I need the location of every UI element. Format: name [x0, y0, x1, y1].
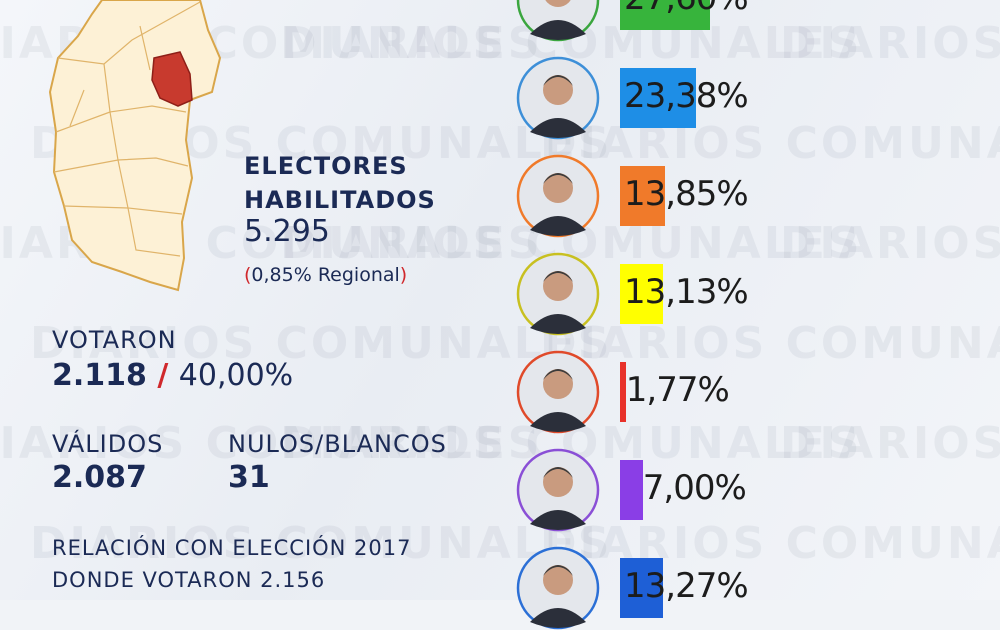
result-bar [620, 166, 665, 226]
nulos-label: NULOS/BLANCOS [228, 430, 447, 458]
result-label: 27,60% [624, 0, 749, 18]
watermark-text: DIARIOS COMUNALES [540, 318, 1000, 369]
watermark-text: DIARIOS COMUNALES [780, 418, 1000, 469]
candidate-avatar [516, 0, 600, 42]
votaron-slash: / [157, 358, 169, 393]
regional-text: 0,85% Regional [251, 264, 400, 286]
electores-label-1: ELECTORES [244, 152, 408, 180]
nulos-value: 31 [228, 460, 270, 495]
result-label: 13,85% [624, 174, 749, 214]
candidate-avatar [516, 350, 600, 434]
votaron-label: VOTARON [52, 326, 177, 354]
relacion-line-2: DONDE VOTARON 2.156 [52, 568, 326, 592]
result-label: 13,13% [624, 272, 749, 312]
electores-label-2: HABILITADOS [244, 186, 436, 214]
result-bar [620, 0, 710, 30]
result-label: 13,27% [624, 566, 749, 606]
commune-borders [53, 1, 201, 257]
paren-close: ) [399, 264, 408, 286]
watermark-text: DIARIOS COMUNALES [540, 118, 1000, 169]
electores-regional: (0,85% Regional) [244, 264, 407, 286]
validos-label: VÁLIDOS [52, 430, 164, 458]
watermark-text: DIARIOS COMUNALES [540, 518, 1000, 569]
votaron-percent: 40,00% [178, 358, 294, 393]
candidate-avatar [516, 154, 600, 238]
votaron-value: 2.118 [52, 358, 147, 393]
candidate-avatar [516, 448, 600, 532]
watermark-text: DIARIOS COMUNALES [30, 318, 613, 369]
result-bar [620, 68, 696, 128]
candidate-avatar [516, 546, 600, 630]
result-bar [620, 362, 626, 422]
result-label: 1,77% [625, 370, 730, 410]
result-label: 23,38% [624, 76, 749, 116]
relacion-line-1: RELACIÓN CON ELECCIÓN 2017 [52, 536, 412, 560]
watermark-text: DIARIOS COMUNALES [780, 18, 1000, 69]
watermark-text: DIARIOS COMUNALES [780, 218, 1000, 269]
validos-value: 2.087 [52, 460, 147, 495]
result-bar [620, 460, 643, 520]
result-label: 7,00% [642, 468, 747, 508]
result-bar [620, 264, 663, 324]
electores-value: 5.295 [244, 214, 330, 249]
watermark-text: DIARIOS COMUNALES [30, 518, 613, 569]
votaron-line: 2.118 / 40,00% [52, 358, 293, 393]
selected-commune [151, 51, 193, 107]
paren-open: ( [244, 264, 252, 286]
region-map [48, 0, 222, 292]
candidate-avatar [516, 252, 600, 336]
watermark-text: DIARIOS COMUNALES [0, 418, 543, 469]
candidate-avatar [516, 56, 600, 140]
